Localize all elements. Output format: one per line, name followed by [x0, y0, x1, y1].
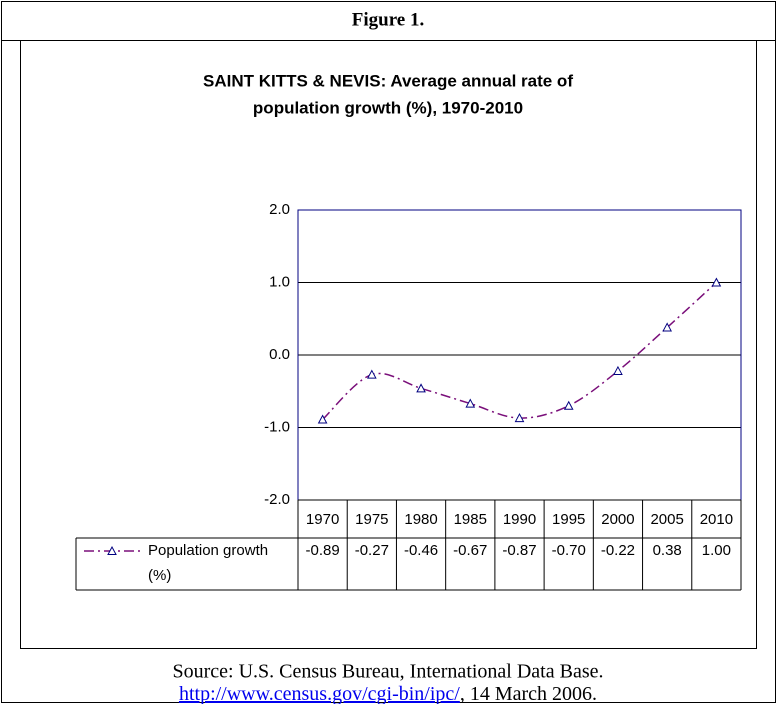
x-tick-label: 2000 [601, 511, 634, 528]
legend-marker [107, 545, 117, 555]
source-date: , 14 March 2006. [460, 683, 597, 704]
x-tick-label: 1990 [503, 511, 536, 528]
legend-label: (%) [148, 567, 171, 584]
point-marker [711, 277, 722, 287]
x-tick-label: 1985 [454, 511, 487, 528]
x-tick-label: 1970 [306, 511, 339, 528]
y-tick-label: -2.0 [264, 491, 290, 508]
source-line: http://www.census.gov/cgi-bin/ipc/, 14 M… [179, 683, 597, 704]
x-tick-label: 1980 [404, 511, 437, 528]
figure-title: Figure 1. [352, 9, 424, 30]
point-marker [367, 369, 377, 379]
y-tick-label: 1.0 [269, 273, 290, 290]
source-text: Source: U.S. Census Bureau, Internationa… [172, 661, 603, 683]
point-marker [514, 413, 525, 423]
chart-title: SAINT KITTS & NEVIS: Average annual rate… [203, 71, 573, 90]
point-marker [613, 365, 623, 375]
series-line [322, 281, 717, 421]
point-marker [317, 414, 328, 424]
point-marker [662, 322, 673, 332]
x-tick-label: 1995 [552, 511, 585, 528]
x-tick-label: 1975 [355, 511, 388, 528]
legend-label: Population growth [148, 542, 268, 559]
data-label: 1.00 [702, 542, 731, 559]
source-link[interactable]: http://www.census.gov/cgi-bin/ipc/ [179, 683, 460, 705]
y-tick-label: 2.0 [269, 201, 290, 218]
data-label: -0.70 [552, 542, 586, 559]
point-marker [465, 398, 476, 408]
point-marker [563, 400, 574, 410]
data-label: -0.87 [502, 542, 536, 559]
data-label: 0.38 [653, 542, 682, 559]
data-label: -0.67 [453, 542, 487, 559]
chart-title: population growth (%), 1970-2010 [253, 98, 523, 117]
data-label: -0.46 [404, 542, 438, 559]
x-tick-label: 2010 [700, 511, 733, 528]
data-label: -0.27 [355, 542, 389, 559]
y-tick-label: -1.0 [264, 418, 290, 435]
x-tick-label: 2005 [650, 511, 683, 528]
point-marker [416, 383, 426, 393]
data-label: -0.89 [306, 542, 340, 559]
chart-border [20, 40, 757, 649]
y-tick-label: 0.0 [269, 346, 290, 363]
data-label: -0.22 [601, 542, 635, 559]
